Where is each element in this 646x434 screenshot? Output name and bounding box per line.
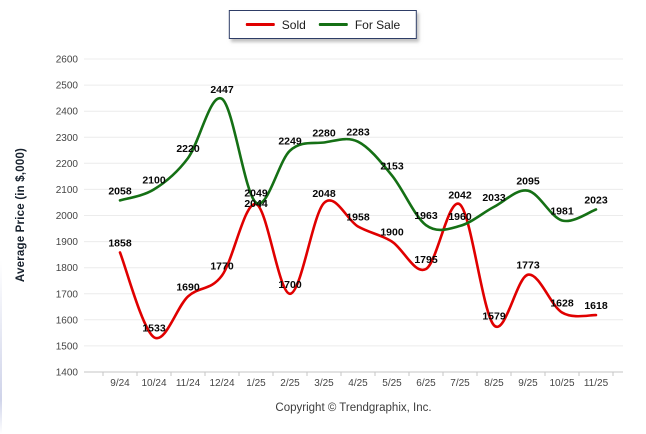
data-label: 2249 xyxy=(278,136,302,148)
data-label: 2220 xyxy=(176,143,200,155)
data-label: 1963 xyxy=(414,210,438,222)
y-tick-label: 2000 xyxy=(56,211,79,222)
data-label: 1981 xyxy=(550,206,574,218)
data-label: 1858 xyxy=(108,238,132,250)
data-label: 2033 xyxy=(482,192,506,204)
y-tick-label: 2500 xyxy=(56,81,79,92)
legend-item-for-sale: For Sale xyxy=(318,17,401,32)
data-label: 1795 xyxy=(414,254,438,266)
for-sale-line-sample-icon xyxy=(318,23,348,26)
data-label: 2447 xyxy=(210,84,234,96)
data-label: 1773 xyxy=(516,260,540,272)
data-label: 2283 xyxy=(346,127,370,139)
data-label: 1958 xyxy=(346,212,370,224)
y-tick-label: 2300 xyxy=(56,133,79,144)
data-label: 2049 xyxy=(244,188,268,200)
data-label: 1533 xyxy=(142,322,166,334)
data-label: 1690 xyxy=(176,281,200,293)
x-tick-label: 7/25 xyxy=(450,378,470,389)
y-tick-label: 2600 xyxy=(56,55,79,66)
x-tick-label: 2/25 xyxy=(280,378,300,389)
data-label: 1960 xyxy=(448,211,472,223)
y-tick-label: 1800 xyxy=(56,263,79,274)
copyright-footer: Copyright © Trendgraphix, Inc. xyxy=(275,402,432,414)
x-tick-label: 9/24 xyxy=(110,378,130,389)
legend: Sold For Sale xyxy=(228,10,418,39)
y-tick-label: 1900 xyxy=(56,237,79,248)
data-label: 2048 xyxy=(312,188,336,200)
data-label: 1579 xyxy=(482,310,506,322)
y-tick-label: 1600 xyxy=(56,315,79,326)
x-tick-label: 9/25 xyxy=(518,378,538,389)
data-label: 1900 xyxy=(380,227,404,239)
x-tick-label: 6/25 xyxy=(416,378,436,389)
x-tick-label: 8/25 xyxy=(484,378,504,389)
data-label: 2095 xyxy=(516,176,540,188)
legend-item-sold: Sold xyxy=(245,17,306,32)
x-tick-label: 3/25 xyxy=(314,378,334,389)
x-tick-label: 11/25 xyxy=(584,378,609,389)
for-sale-line xyxy=(118,97,598,232)
data-label: 2280 xyxy=(312,128,336,140)
data-label: 2153 xyxy=(380,161,404,173)
sold-line-sample-icon xyxy=(245,23,275,26)
data-label: 1628 xyxy=(550,298,574,310)
y-tick-label: 1700 xyxy=(56,289,79,300)
x-tick-label: 12/24 xyxy=(209,378,234,389)
data-label: 1618 xyxy=(584,300,608,312)
data-label: 2058 xyxy=(108,185,132,197)
y-tick-label: 2400 xyxy=(56,107,79,118)
x-tick-label: 5/25 xyxy=(382,378,402,389)
x-tick-label: 10/24 xyxy=(141,378,166,389)
data-label: 2042 xyxy=(448,190,472,202)
data-label: 2044 xyxy=(244,198,268,210)
sold-line xyxy=(118,199,598,340)
x-tick-label: 10/25 xyxy=(549,378,574,389)
x-tick-label: 11/24 xyxy=(176,378,201,389)
data-label: 2100 xyxy=(142,174,166,186)
x-tick-label: 4/25 xyxy=(348,378,368,389)
data-label: 1770 xyxy=(210,261,234,273)
y-tick-label: 1400 xyxy=(56,368,79,379)
data-label: 1700 xyxy=(278,279,302,291)
legend-label-for-sale: For Sale xyxy=(354,17,401,32)
y-tick-label: 2200 xyxy=(56,159,79,170)
y-tick-label: 1500 xyxy=(56,341,79,352)
x-tick-label: 1/25 xyxy=(246,378,266,389)
legend-label-sold: Sold xyxy=(281,17,306,32)
data-label: 2023 xyxy=(584,195,608,207)
y-tick-label: 2100 xyxy=(56,185,79,196)
